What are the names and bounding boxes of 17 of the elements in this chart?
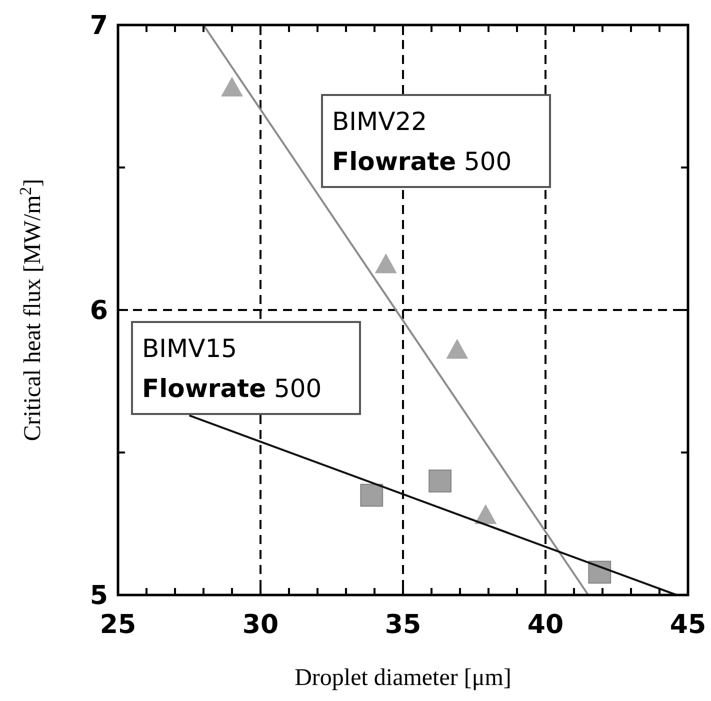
x-tick-label: 30 — [242, 610, 279, 640]
annotation: BIMV22 Flowrate 500 — [332, 107, 512, 176]
point — [474, 504, 497, 524]
x-tick-label: 25 — [100, 610, 136, 640]
annotation: BIMV15 Flowrate 500 — [142, 334, 322, 403]
x-tick-label: 40 — [527, 610, 564, 640]
point — [360, 484, 384, 507]
point — [428, 470, 452, 492]
y-tick-label: 7 — [90, 11, 108, 41]
point — [221, 76, 243, 96]
x-tick-label: 35 — [384, 610, 422, 640]
x-tick-label: 45 — [670, 610, 706, 640]
x-axis-title: Droplet diameter [μm] — [294, 665, 512, 691]
point — [374, 253, 397, 274]
y-tick-label: 6 — [90, 296, 108, 326]
y-tick-label: 5 — [90, 581, 108, 611]
point — [446, 338, 468, 359]
